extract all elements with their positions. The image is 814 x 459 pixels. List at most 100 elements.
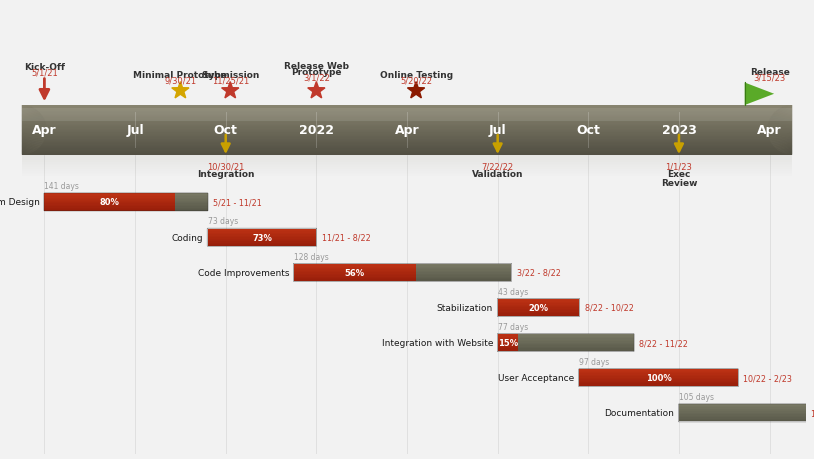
Text: Kick-Off: Kick-Off (24, 63, 65, 72)
Bar (497, 343, 633, 344)
Text: Validation: Validation (472, 170, 523, 179)
Bar (497, 339, 633, 340)
Bar (294, 264, 415, 266)
Polygon shape (786, 106, 792, 110)
Bar (45, 200, 175, 201)
Bar (497, 299, 580, 301)
Polygon shape (785, 106, 792, 111)
Bar (45, 198, 208, 200)
Polygon shape (786, 151, 792, 155)
Text: 100%: 100% (646, 374, 672, 382)
Polygon shape (783, 107, 792, 112)
Polygon shape (768, 127, 792, 129)
Bar (294, 266, 415, 267)
Polygon shape (773, 113, 792, 119)
Bar (580, 378, 737, 380)
Bar (22, 113, 792, 114)
Polygon shape (22, 108, 35, 114)
Bar (22, 161, 792, 162)
Text: 8/22 - 11/22: 8/22 - 11/22 (639, 338, 688, 347)
Text: 8/22 - 10/22: 8/22 - 10/22 (584, 303, 633, 312)
Bar (208, 245, 317, 246)
Polygon shape (768, 134, 792, 138)
Polygon shape (22, 134, 46, 138)
Polygon shape (768, 129, 792, 130)
Text: 11/21 - 8/22: 11/21 - 8/22 (322, 233, 370, 242)
Bar (497, 344, 518, 346)
Bar (22, 139, 792, 140)
Bar (22, 106, 792, 107)
Bar (294, 267, 415, 269)
Text: Oct: Oct (576, 124, 600, 137)
Text: 5/20/22: 5/20/22 (400, 77, 432, 85)
Polygon shape (790, 106, 792, 107)
Bar (22, 137, 792, 138)
Bar (208, 233, 317, 235)
Bar (294, 274, 511, 275)
Text: Jul: Jul (489, 124, 506, 137)
Bar (208, 243, 317, 245)
Bar (497, 350, 518, 352)
Text: 56%: 56% (344, 268, 365, 277)
Bar (22, 127, 792, 128)
Bar (497, 340, 633, 341)
Bar (679, 420, 806, 421)
Bar (208, 242, 317, 243)
Polygon shape (22, 127, 46, 129)
Bar (497, 337, 633, 339)
Text: Apr: Apr (32, 124, 57, 137)
Polygon shape (22, 112, 39, 118)
Text: 10/30/21: 10/30/21 (207, 162, 244, 171)
Bar (22, 142, 792, 143)
Bar (22, 111, 792, 112)
Text: 105 days: 105 days (679, 392, 714, 401)
Bar (22, 138, 792, 139)
Bar (22, 168, 792, 170)
Polygon shape (22, 143, 39, 149)
Bar (22, 107, 792, 108)
Bar (497, 312, 580, 313)
Bar (22, 116, 792, 117)
Polygon shape (22, 113, 41, 119)
Text: 7/22/22: 7/22/22 (482, 162, 514, 171)
Bar (497, 315, 580, 316)
Bar (294, 270, 511, 271)
Bar (22, 132, 792, 133)
Bar (497, 348, 518, 350)
Polygon shape (769, 119, 792, 124)
Text: System Design: System Design (0, 198, 40, 207)
Bar (45, 194, 208, 196)
Bar (294, 264, 511, 266)
Text: Prototype: Prototype (291, 68, 342, 77)
Text: Stabilization: Stabilization (437, 303, 493, 312)
Bar (208, 239, 317, 241)
Polygon shape (22, 121, 46, 126)
Text: Release: Release (750, 67, 790, 77)
Polygon shape (785, 151, 792, 155)
Bar (679, 414, 806, 416)
Bar (679, 412, 806, 413)
Polygon shape (22, 139, 43, 145)
Bar (208, 241, 317, 242)
Text: Code Improvements: Code Improvements (198, 268, 289, 277)
Bar (497, 336, 518, 337)
Bar (45, 205, 175, 207)
Text: 1/23 - 5/23: 1/23 - 5/23 (812, 409, 814, 418)
Text: 1/1/23: 1/1/23 (666, 162, 693, 171)
Polygon shape (22, 123, 46, 127)
Bar (497, 334, 633, 336)
Bar (45, 201, 175, 202)
Bar (497, 336, 633, 337)
Text: Jul: Jul (126, 124, 144, 137)
Bar (45, 210, 208, 211)
Text: Submission: Submission (201, 71, 260, 80)
Polygon shape (770, 118, 792, 123)
Bar (580, 382, 737, 384)
Bar (45, 196, 208, 197)
Bar (294, 274, 415, 275)
Bar (580, 385, 737, 386)
Bar (22, 173, 792, 175)
Text: Apr: Apr (757, 124, 782, 137)
Polygon shape (22, 146, 37, 151)
Bar (45, 194, 175, 196)
